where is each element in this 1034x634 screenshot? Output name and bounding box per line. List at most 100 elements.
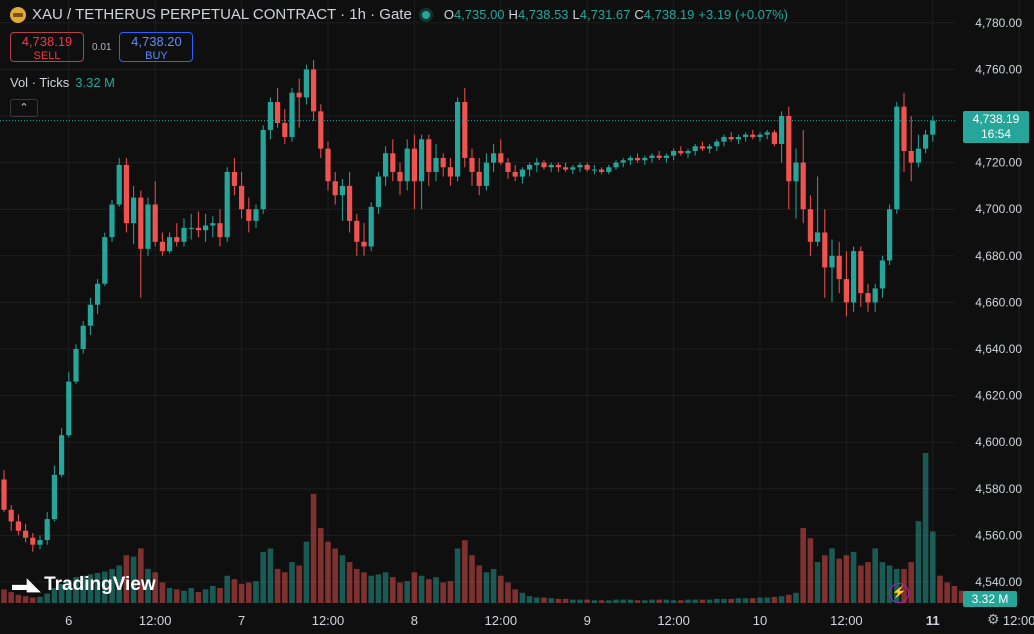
candle-body [843,279,849,303]
volume-bar [879,562,886,603]
candle-body [491,153,497,163]
volume-bars [1,453,972,603]
candle-body [879,260,885,289]
volume-bar [260,551,266,603]
volume-bar [80,575,86,603]
volume-bar [426,579,432,603]
volume-bar [440,582,446,603]
price-tick-label: 4,640.00 [975,342,1022,356]
volume-bar [166,588,173,603]
price-tick-label: 4,580.00 [975,482,1022,496]
buy-label: BUY [145,50,168,62]
candle-body [123,164,129,224]
volume-legend[interactable]: Vol · Ticks 3.32 M [10,75,115,90]
candle-body [282,122,288,137]
volume-bar [411,572,418,603]
candle-body [159,241,165,252]
candle-body [505,162,511,172]
volume-bar [73,577,79,603]
volume-bar [944,582,950,603]
ohlc-values: O4,735.00 H4,738.53 L4,731.67 C4,738.19 +3.1… [443,7,789,22]
volume-bar [404,581,410,603]
volume-bar [757,597,763,603]
candle-body [116,164,122,205]
candle-body [750,134,756,137]
candle-body [325,148,331,182]
price-tick-label: 4,600.00 [975,435,1022,449]
candle-body [613,162,619,168]
volume-bar [541,597,547,603]
candle-body [455,102,461,177]
candle-body [627,157,633,161]
volume-bar [606,600,612,603]
volume-bar [958,590,965,603]
candle-body [347,185,353,221]
candle-body [519,169,525,177]
candle-body [95,283,101,305]
candle-body [815,232,821,242]
volume-bar [37,596,43,603]
candle-body [332,181,338,196]
last-price-tag: 4,738.19 16:54 [963,111,1029,143]
volume-bar [267,548,274,603]
symbol-title[interactable]: XAU / TETHERUS PERPETUAL CONTRACT · 1h ·… [32,6,412,23]
candle-body [721,136,727,142]
volume-bar [375,574,382,603]
sell-label: SELL [33,50,61,62]
collapse-legend-button[interactable]: ⌃ [10,99,38,117]
volume-bar [678,600,684,603]
candle-body [836,255,842,280]
volume-bar [937,575,943,603]
time-tick-label: 9 [584,613,591,628]
close-value: 4,738.19 [643,7,695,22]
volume-bar [699,599,706,603]
candle-body [498,153,504,163]
candle-body [671,150,677,156]
time-tick-label: 8 [411,613,418,628]
tradingview-logo[interactable]: ▬◣ TradingView [12,574,156,596]
flash-icon[interactable]: ⚡ [889,583,909,603]
volume-bar [138,548,144,603]
candle-body [635,157,641,161]
price-tick-label: 4,780.00 [975,16,1022,30]
tradingview-logo-icon: ▬◣ [12,575,40,594]
volume-bar [951,585,958,603]
volume-bar [296,565,302,603]
volume-bar [642,600,648,603]
bar-countdown: 16:54 [980,127,1012,141]
volume-bar [627,599,634,603]
volume-bar [922,453,929,603]
candle-body [188,227,194,229]
time-tick-label: 12:00 [312,613,345,628]
volume-bar [908,562,914,603]
candle-body [203,225,209,231]
candle-body [851,251,857,303]
volume-bar [577,599,583,603]
sell-button[interactable]: 4,738.19 SELL [10,32,84,62]
volume-bar [476,565,482,603]
volume-bar [325,541,331,603]
candle-body [23,530,29,538]
volume-bar [238,583,245,603]
candle-body [685,150,691,154]
volume-bar [447,581,454,603]
volume-bar [390,577,396,603]
volume-bar [483,572,490,603]
volume-bar [562,598,569,603]
candle-body [433,157,439,172]
buy-button[interactable]: 4,738.20 BUY [119,32,194,62]
volume-bar [224,575,230,603]
high-value: 4,738.53 [517,7,569,22]
candle-body [44,519,50,541]
volume-bar [66,579,72,603]
price-tick-label: 4,540.00 [975,575,1022,589]
volume-bar [130,556,137,603]
settings-gear-icon[interactable]: ⚙ [987,611,1000,627]
symbol-legend: XAU / TETHERUS PERPETUAL CONTRACT · 1h ·… [10,6,792,23]
candle-body [699,146,705,149]
volume-bar [354,568,360,603]
volume-bar [210,585,216,603]
volume-bar [778,596,785,603]
candle-body [131,197,137,224]
